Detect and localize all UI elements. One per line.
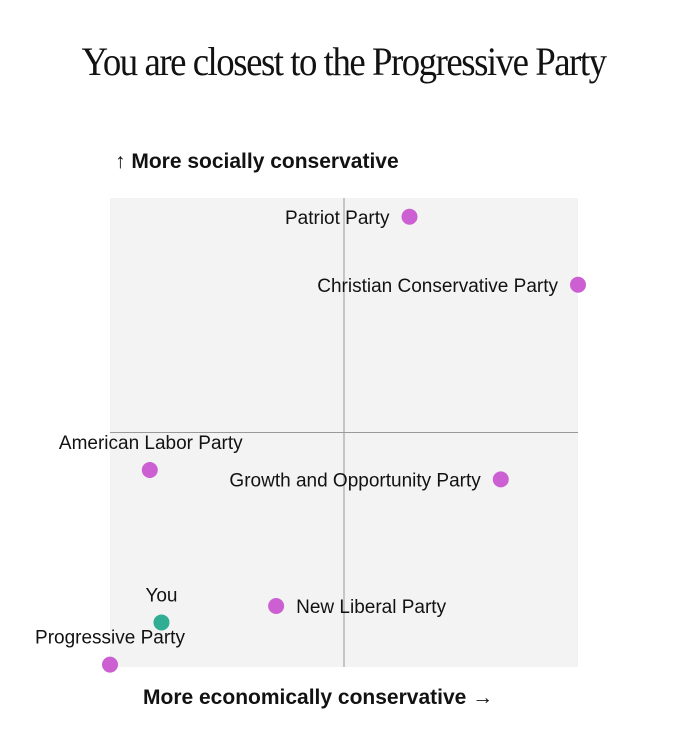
new-liberal-party-point: [268, 598, 285, 615]
patriot-party-point: [401, 208, 418, 225]
growth-and-opportunity-party-label: Growth and Opportunity Party: [229, 470, 481, 491]
you-label: You: [145, 585, 177, 606]
american-labor-party-point: [141, 462, 158, 479]
chart-title: You are closest to the Progressive Party: [81, 39, 607, 84]
american-labor-party-label: American Labor Party: [59, 433, 243, 454]
progressive-party-label: Progressive Party: [35, 628, 185, 649]
progressive-party-point: [102, 656, 118, 673]
x-axis-label: More economically conservative →: [143, 686, 494, 709]
christian-conservative-party-point: [570, 276, 586, 293]
patriot-party-label: Patriot Party: [285, 208, 390, 229]
growth-and-opportunity-party-point: [492, 471, 509, 488]
new-liberal-party-label: New Liberal Party: [296, 597, 446, 618]
you-point: [153, 614, 170, 631]
y-axis-label: ↑ More socially conservative: [115, 150, 399, 173]
christian-conservative-party-label: Christian Conservative Party: [317, 276, 558, 297]
